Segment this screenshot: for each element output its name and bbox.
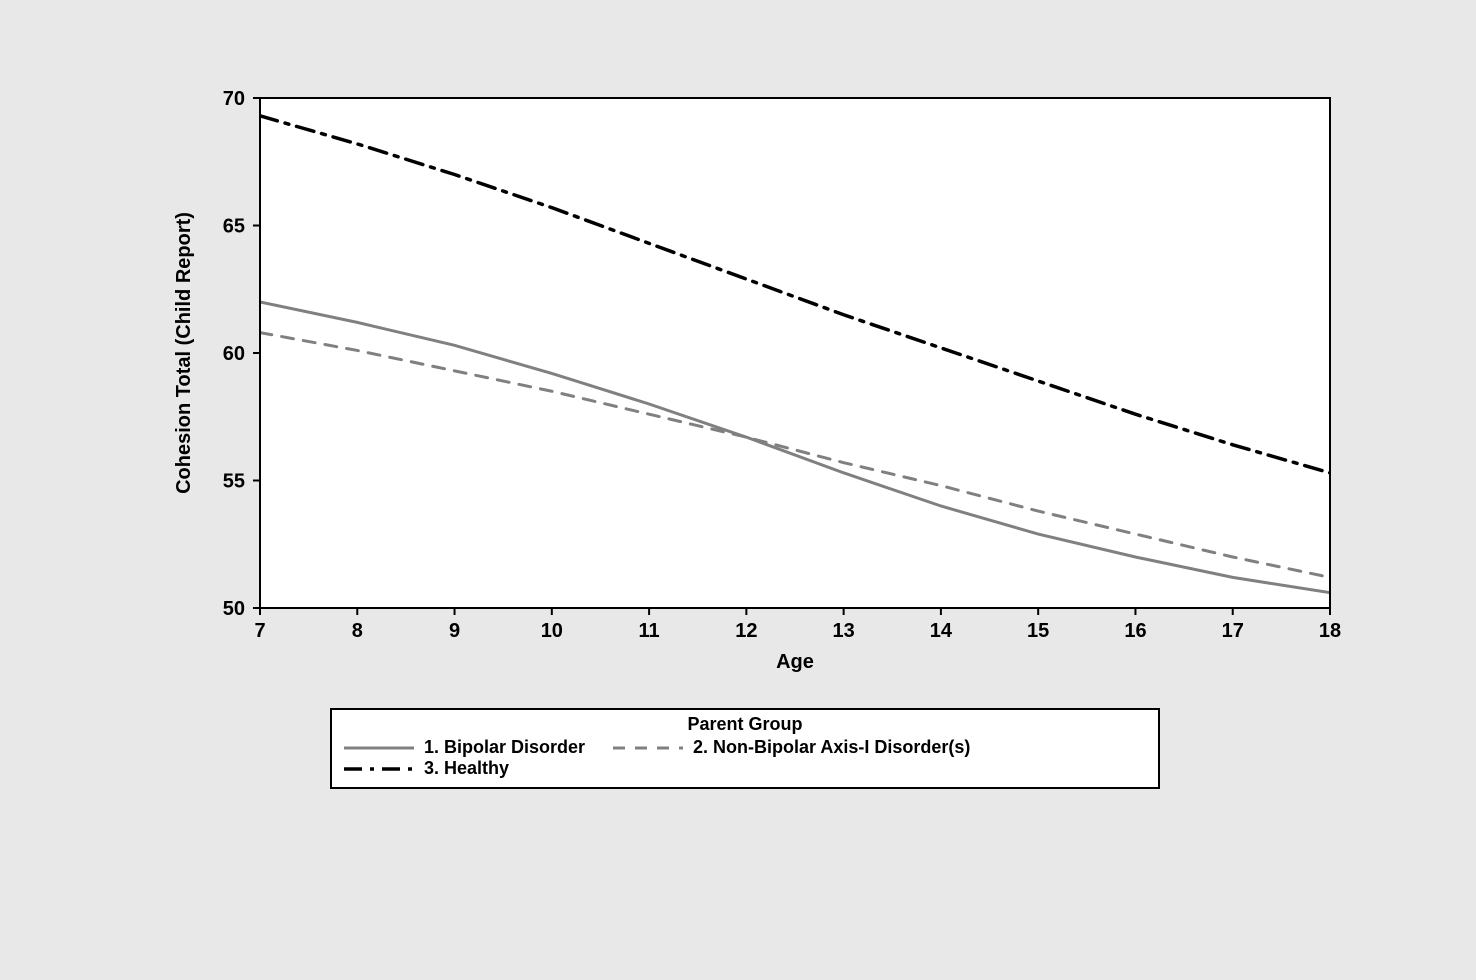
legend-item-nonbipolar: 2. Non-Bipolar Axis-I Disorder(s) [613,737,970,758]
x-tick-label: 17 [1222,620,1244,642]
legend: Parent Group 1. Bipolar Disorder 2. Non-B… [330,708,1160,789]
legend-item-label: 1. Bipolar Disorder [424,737,585,758]
legend-swatch [344,760,414,778]
x-tick-label: 15 [1027,620,1049,642]
y-axis-label: Cohesion Total (Child Report) [173,212,195,494]
figure-container: 7 8 9 10 11 12 13 14 15 16 17 18 50 55 60 65 70 Age Cohesi… [130,80,1346,900]
legend-item-label: 3. Healthy [424,758,509,779]
y-tick-label: 50 [223,598,245,620]
x-tick-label: 11 [639,620,660,642]
x-tick-label: 8 [352,620,363,642]
legend-swatch [344,739,414,757]
legend-title: Parent Group [344,714,1146,735]
x-tick-label: 10 [541,620,563,642]
y-tick-label: 55 [223,471,245,493]
y-tick-label: 70 [223,88,245,110]
legend-items: 1. Bipolar Disorder 2. Non-Bipolar Axis-I… [344,737,1146,779]
x-tick-label: 18 [1319,620,1341,642]
x-tick-label: 14 [930,620,953,642]
x-tick-label: 12 [735,620,757,642]
chart-wrap: 7 8 9 10 11 12 13 14 15 16 17 18 50 55 60 65 70 Age Cohesi… [130,80,1346,900]
x-tick-label: 7 [254,620,265,642]
legend-item-bipolar: 1. Bipolar Disorder [344,737,585,758]
line-chart: 7 8 9 10 11 12 13 14 15 16 17 18 50 55 60 65 70 Age Cohesi… [130,80,1346,690]
y-tick-label: 65 [223,216,245,238]
legend-item-healthy: 3. Healthy [344,758,509,779]
x-tick-label: 16 [1124,620,1146,642]
legend-swatch [613,739,683,757]
x-axis-label: Age [776,651,814,673]
y-tick-label: 60 [223,343,245,365]
x-tick-label: 13 [833,620,855,642]
legend-item-label: 2. Non-Bipolar Axis-I Disorder(s) [693,737,970,758]
x-tick-label: 9 [449,620,460,642]
